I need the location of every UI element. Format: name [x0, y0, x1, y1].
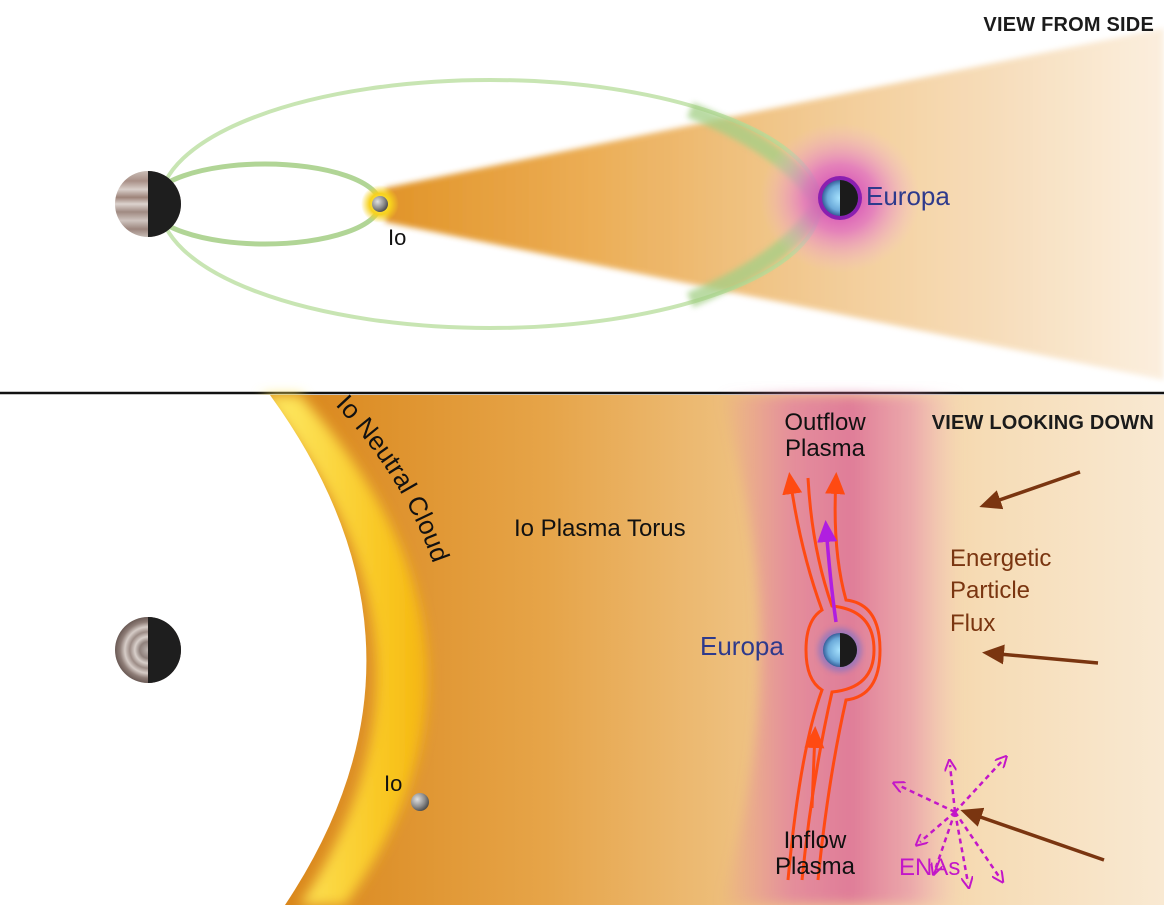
view-looking-down-title: VIEW LOOKING DOWN: [931, 412, 1154, 434]
io-neutral-cloud-band: [262, 395, 428, 905]
io-plasma-torus-label: Io Plasma Torus: [514, 515, 686, 542]
bottom-panel: Io Neutral Cloud: [0, 389, 1164, 905]
europa-top-icon: [818, 628, 862, 672]
inner-clear-region: [0, 395, 367, 905]
io-label-top: Io: [388, 225, 407, 250]
europa-label-bottom: Europa: [700, 631, 784, 661]
flux-line1: Energetic: [950, 545, 1052, 572]
europa-side-icon: [818, 176, 862, 220]
io-orbit: [147, 161, 383, 247]
europa-plasma-band: [720, 395, 1010, 905]
jupiter-side-icon: [115, 171, 181, 237]
energetic-particle-flux-arrows: [960, 470, 1105, 862]
io-label-bottom: Io: [384, 771, 403, 796]
inflow-label-line2: Plasma: [774, 853, 856, 881]
europa-label-top: Europa: [866, 181, 950, 211]
europa-motion-arrow: [817, 520, 838, 623]
ena-scatter-arrows: [898, 760, 1003, 883]
flux-line3: Flux: [950, 609, 996, 637]
io-side-icon: [361, 185, 399, 223]
view-from-side-title: VIEW FROM SIDE: [983, 14, 1154, 36]
jupiter-top-icon: [115, 617, 181, 683]
outflow-plasma-label: Outflow Plasma: [777, 409, 873, 463]
io-top-icon: [411, 793, 429, 811]
inflow-plasma-label: Inflow Plasma: [765, 827, 865, 881]
top-panel: [0, 28, 1164, 395]
energetic-particle-flux-label: Energetic Particle Flux: [950, 543, 1051, 640]
outflow-label-line1: Outflow: [784, 409, 866, 436]
outflow-label-line2: Plasma: [784, 435, 866, 463]
enas-label: ENAs: [899, 854, 961, 881]
plasma-flow-lines: [782, 472, 882, 881]
flux-line2: Particle: [950, 577, 1031, 605]
inflow-label-line1: Inflow: [783, 827, 847, 854]
